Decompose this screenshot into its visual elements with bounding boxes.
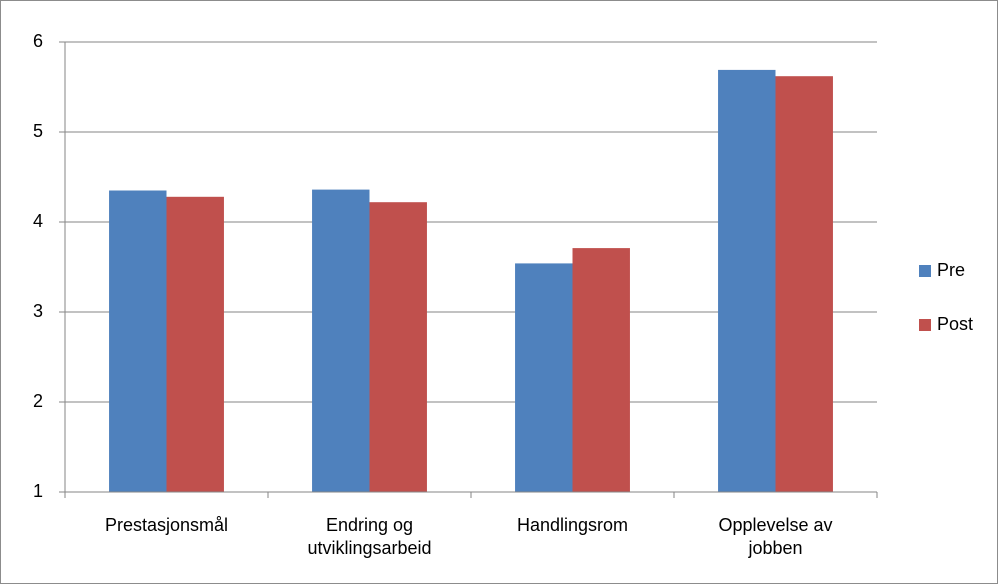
x-tick-label: Opplevelse av jobben [718, 515, 833, 558]
legend-swatch [919, 265, 931, 277]
bar [515, 263, 573, 492]
y-tick-label: 6 [33, 31, 43, 51]
bar [369, 202, 427, 492]
bar [572, 248, 630, 492]
y-tick-label: 5 [33, 121, 43, 141]
x-tick-label: Prestasjonsmål [104, 515, 229, 535]
y-tick-label: 3 [33, 301, 43, 321]
y-tick-label: 1 [33, 481, 43, 501]
x-tick-label: Handlingsrom [516, 515, 629, 535]
bar [775, 76, 833, 492]
y-tick-label: 2 [33, 391, 43, 411]
bar [109, 190, 167, 492]
legend-label: Post [937, 314, 973, 334]
x-tick-label: Endring og utviklingsarbeid [307, 515, 432, 558]
legend-label: Pre [937, 260, 965, 280]
bar [166, 196, 224, 493]
bar [718, 69, 776, 493]
y-tick-label: 4 [33, 211, 43, 231]
legend-swatch [919, 319, 931, 331]
bar [312, 189, 370, 492]
